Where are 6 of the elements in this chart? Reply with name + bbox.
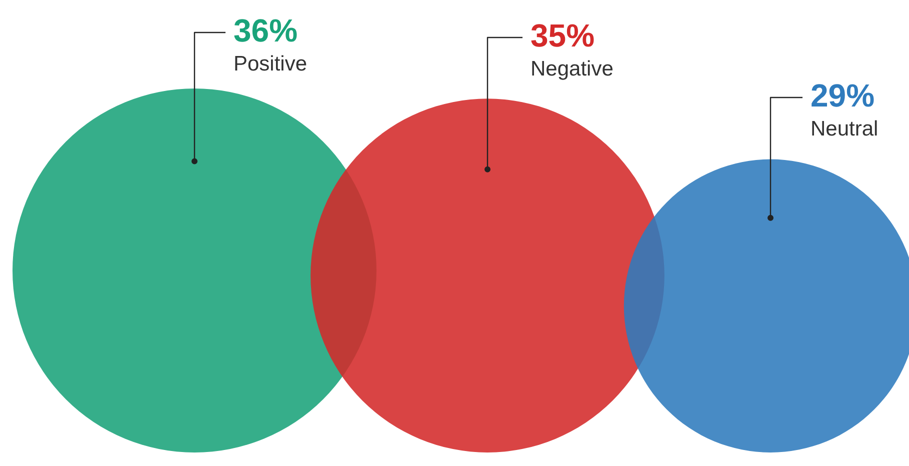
data-label: 29% bbox=[810, 78, 875, 114]
category-label: Positive bbox=[234, 52, 308, 76]
data-label: 35% bbox=[530, 18, 595, 54]
category-label: Negative bbox=[530, 58, 614, 80]
data-label: 36% bbox=[234, 12, 298, 48]
category-label: Neutral bbox=[810, 118, 878, 140]
